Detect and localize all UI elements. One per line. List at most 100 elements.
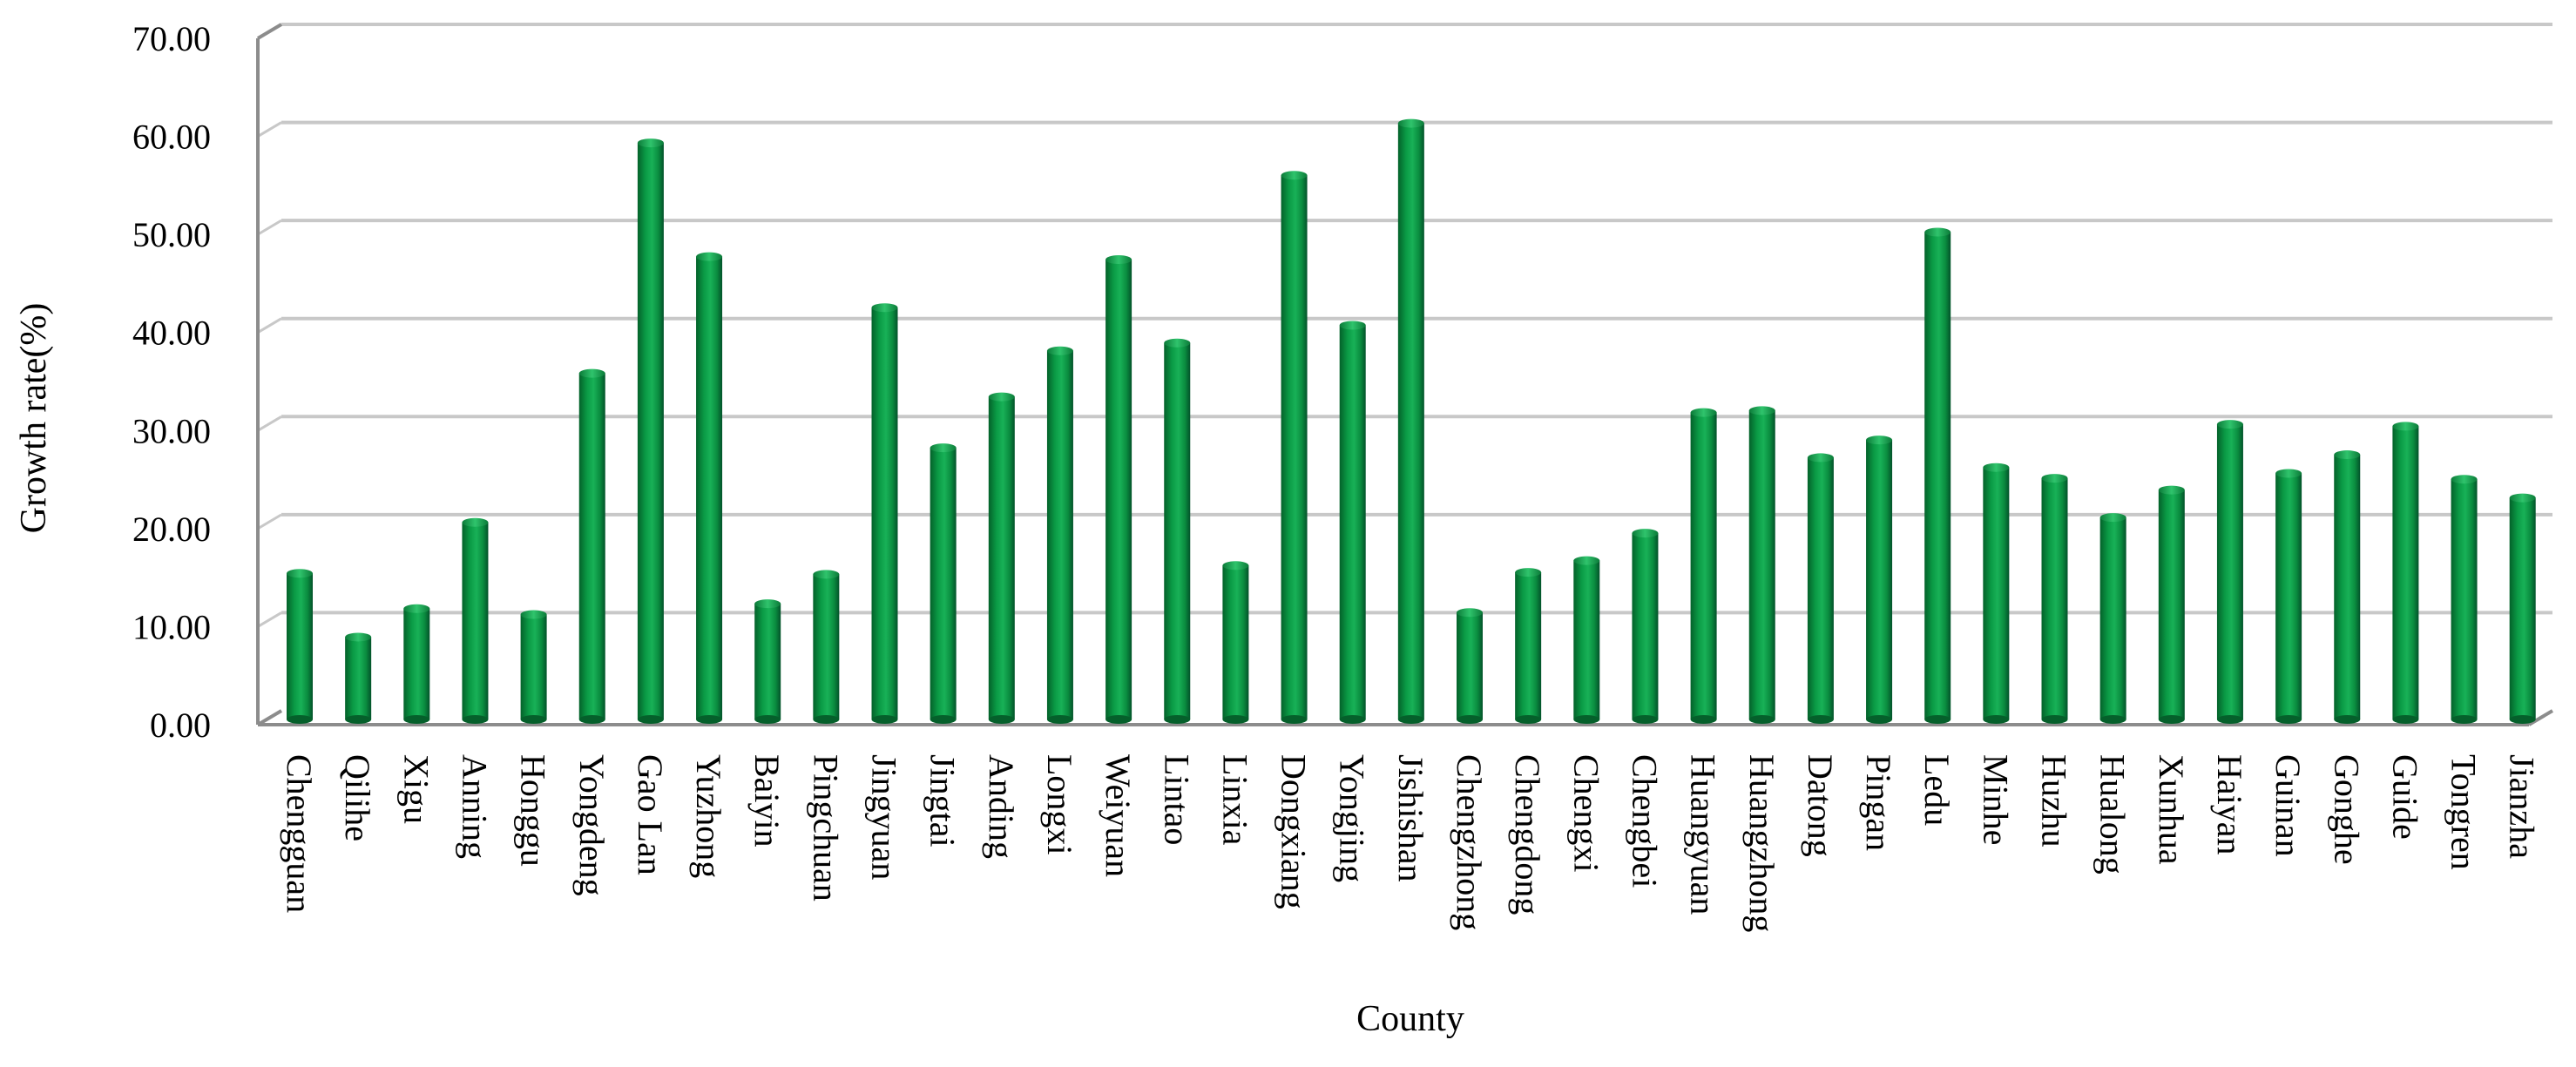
x-tick-label: Chengxi [1566,754,1606,873]
bar-base [754,715,781,724]
x-tick-label: Dongxiang [1274,754,1314,909]
bar-base [2099,715,2126,724]
bar-base [403,715,430,724]
bar-dongxiang [1281,171,1308,724]
bar-base [578,715,605,724]
bar-base [637,715,664,724]
bar-base [988,715,1015,724]
x-tick-label: Jishishan [1391,754,1430,882]
x-tick-label: Gao Lan [631,754,670,875]
x-tick-label: Qilihe [338,754,377,841]
y-tick-label: 40.00 [132,314,211,353]
gridline-depth [257,513,282,530]
x-tick-label: Chengdong [1508,754,1547,915]
bar-body [754,604,781,719]
x-tick-label: Tongren [2444,754,2484,870]
x-tick-label: Jianzha [2503,754,2542,859]
bar-body [930,448,957,719]
bar-huangzhong [1748,406,1775,724]
bar-yongdeng [578,368,605,724]
y-tick-label: 50.00 [132,215,211,254]
bar-cap [696,252,723,261]
x-tick-label: Weiyuan [1099,754,1138,877]
bar-cap [2392,422,2419,431]
bar-cap [1807,453,1834,463]
bar-haiyan [2216,420,2243,724]
bar-cap [2041,474,2068,483]
bar-gonghe [2334,450,2361,724]
x-tick-label: Huzhu [2035,754,2074,848]
bar-cap [1866,436,1893,445]
bar-chengbei [1632,529,1659,724]
y-tick-label: 0.00 [150,706,211,745]
bar-chengzhong [1457,608,1483,724]
bar-cap [2334,450,2361,460]
bar-cap [1222,561,1249,571]
bar-body [1281,175,1308,719]
x-tick-label: Jingtai [923,754,963,848]
bar-base [1866,715,1893,724]
bar-base [2509,715,2536,724]
gridline-depth [257,219,282,236]
bar-cap [2158,485,2185,495]
bar-base [2275,715,2302,724]
bar-body [2099,517,2126,719]
bar-minhe [1983,463,2010,724]
x-tick-label: Minhe [1976,754,2015,845]
bar-cap [1515,568,1542,577]
bar-base [1164,715,1191,724]
bar-body [1457,612,1483,719]
bar-base [1339,715,1366,724]
bar-lintao [1164,338,1191,724]
x-tick-label: Yongjing [1333,754,1372,882]
bar-body [287,573,313,719]
bar-base [1281,715,1308,724]
bar-datong [1807,453,1834,724]
bar-body [2275,473,2302,719]
x-tick-label: Anding [982,754,1021,859]
bar-body [1105,260,1132,719]
bar-base [930,715,957,724]
bar-hualong [2099,513,2126,724]
bar-body [2158,490,2185,719]
x-tick-label: Haiyan [2210,754,2249,855]
bar-base [1924,715,1951,724]
bar-base [1748,715,1775,724]
bar-gao-lan [637,138,664,724]
bar-base [2451,715,2478,724]
x-tick-labels: Chengguan Qilihe Xigu Anning Honggu Yongdeng G… [280,754,2542,932]
bar-base [345,715,372,724]
bar-cap [988,392,1015,402]
bar-body [1807,457,1834,719]
bar-huzhu [2041,474,2068,724]
x-tick-label: Huangzhong [1742,754,1782,932]
x-tick-label: Datong [1801,754,1840,857]
bar-body [696,256,723,720]
bars [287,118,2536,724]
bar-cap [1573,556,1600,565]
bar-base [1515,715,1542,724]
bar-honggu [520,610,547,724]
bar-cap [2509,493,2536,503]
x-tick-label: Guide [2385,754,2424,840]
bar-yuzhong [696,252,723,724]
bar-body [2334,455,2361,719]
bar-cap [930,443,957,453]
bar-cap [1632,529,1659,538]
bar-body [813,574,840,719]
bar-body [1983,467,2010,719]
bar-base [1573,715,1600,724]
gridline-depth [257,121,282,138]
bar-cap [462,517,489,527]
bar-body [2509,497,2536,719]
x-tick-label: Guinan [2268,754,2308,857]
bar-body [1515,572,1542,719]
bar-body [1748,410,1775,719]
bar-cap [871,303,898,313]
floor-left-edge [256,709,283,726]
y-tick-label: 60.00 [132,118,211,157]
bar-body [1866,440,1893,719]
bar-base [1632,715,1659,724]
x-tick-label: Yuzhong [689,754,728,878]
bar-base [1807,715,1834,724]
